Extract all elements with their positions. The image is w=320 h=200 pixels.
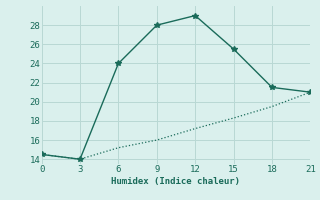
X-axis label: Humidex (Indice chaleur): Humidex (Indice chaleur): [111, 177, 241, 186]
